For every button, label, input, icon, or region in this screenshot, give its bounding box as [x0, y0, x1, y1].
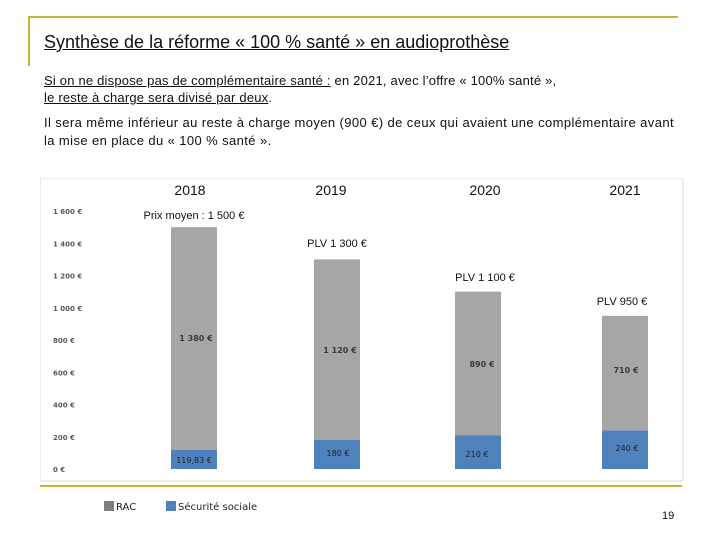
- stacked-bar-chart: 0 € 200 € 400 € 600 € 800 € 1 000 € 1 200 € 1 4…: [40, 178, 684, 482]
- slide-title: Synthèse de la réforme « 100 % santé » e…: [44, 32, 510, 52]
- total-label-bg: [127, 208, 261, 223]
- total-label-bg: [446, 270, 524, 285]
- legend-label-securite-sociale: Sécurité sociale: [178, 502, 258, 513]
- bar-securite-sociale: [314, 439, 360, 469]
- x-category-label: 2019: [315, 182, 346, 198]
- bar-rac: [455, 291, 501, 436]
- bar-rac: [171, 227, 217, 450]
- legend-item-securite-sociale: Sécurité sociale: [166, 501, 257, 513]
- intro-rest: en 2021, avec l’offre « 100% santé »,: [330, 73, 557, 88]
- page-number: 19: [662, 510, 675, 522]
- legend-label-rac: RAC: [116, 502, 137, 513]
- securite-sociale-value-label: 180 €: [327, 449, 350, 458]
- y-tick-label: 800 €: [53, 337, 75, 345]
- intro-line2: le reste à charge sera divisé par deux: [44, 90, 269, 105]
- y-tick-label: 1 600 €: [53, 208, 82, 216]
- y-tick-label: 600 €: [53, 369, 75, 377]
- rac-value-label: 1 120 €: [323, 346, 357, 355]
- total-price-label: PLV 1 100 €: [455, 272, 515, 284]
- legend-swatch-rac: [104, 501, 114, 511]
- x-category-label: 2021: [609, 182, 640, 198]
- intro-end: .: [268, 90, 273, 105]
- total-label-bg: [298, 236, 376, 251]
- bar-securite-sociale: [455, 435, 501, 469]
- total-label-bg: [589, 294, 655, 309]
- y-tick-label: 0 €: [53, 466, 65, 474]
- total-price-label: PLV 950 €: [597, 296, 648, 308]
- rac-value-label: 710 €: [613, 366, 638, 375]
- intro-paragraph: Si on ne dispose pas de complémentaire s…: [44, 72, 684, 106]
- bar-securite-sociale: [171, 449, 217, 469]
- y-tick-label: 200 €: [53, 434, 75, 442]
- x-category-label: 2020: [469, 182, 500, 198]
- securite-sociale-value-label: 119,83 €: [176, 456, 212, 465]
- y-tick-label: 1 200 €: [53, 273, 82, 281]
- y-tick-label: 1 400 €: [53, 240, 82, 248]
- detail-paragraph: Il sera même inférieur au reste à charge…: [44, 115, 674, 148]
- x-category-label: 2018: [174, 182, 205, 198]
- rac-value-label: 1 380 €: [179, 334, 213, 343]
- frame-bottom-rule: [40, 485, 682, 487]
- legend-swatch-securite-sociale: [166, 501, 176, 511]
- chart-border: [40, 178, 684, 482]
- frame-left-rule: [28, 16, 30, 66]
- securite-sociale-value-label: 210 €: [466, 450, 489, 459]
- bar-securite-sociale: [602, 430, 648, 469]
- y-tick-label: 1 000 €: [53, 305, 82, 313]
- legend-item-rac: RAC: [104, 501, 136, 513]
- bar-rac: [314, 259, 360, 440]
- bar-rac: [602, 315, 648, 431]
- intro-underlined: Si on ne dispose pas de complémentaire s…: [44, 73, 331, 88]
- frame-top-rule: [28, 16, 678, 18]
- y-tick-label: 400 €: [53, 402, 75, 410]
- securite-sociale-value-label: 240 €: [616, 444, 639, 453]
- total-price-label: PLV 1 300 €: [307, 238, 367, 250]
- rac-value-label: 890 €: [469, 360, 494, 369]
- total-price-label: Prix moyen : 1 500 €: [144, 210, 245, 222]
